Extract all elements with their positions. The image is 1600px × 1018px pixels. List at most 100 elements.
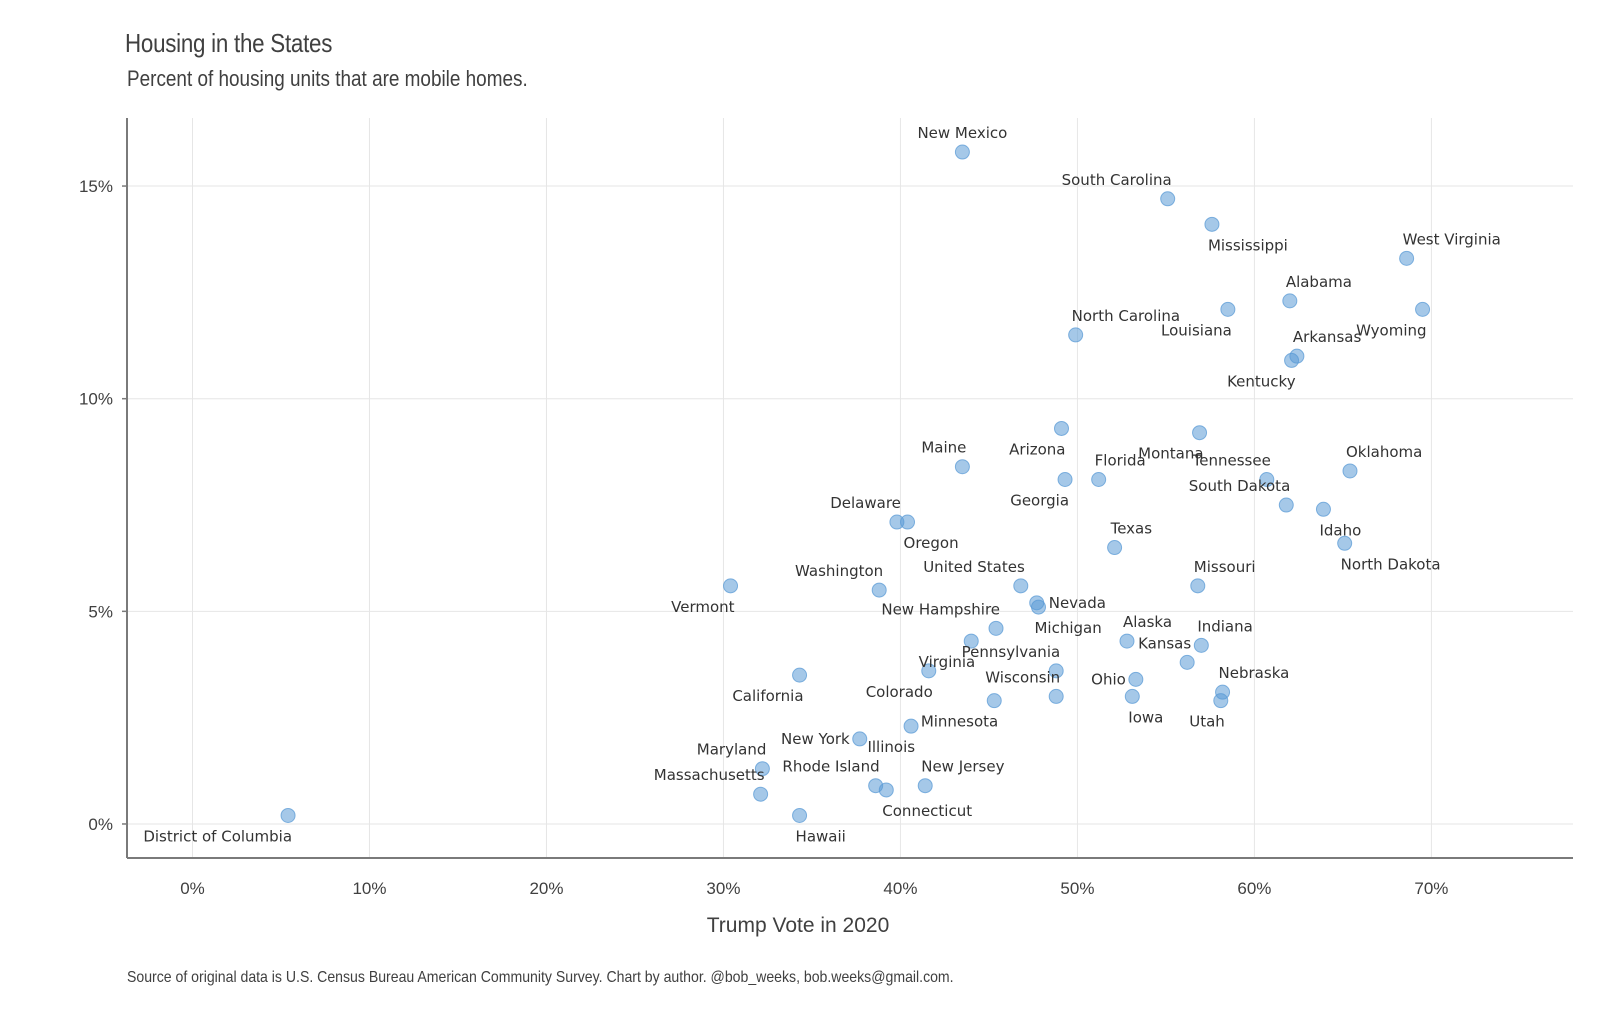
point-label: Georgia <box>1010 491 1069 509</box>
x-tick-label: 50% <box>1060 879 1094 898</box>
point-label: West Virginia <box>1403 230 1501 248</box>
point-label: Indiana <box>1197 617 1253 635</box>
data-point <box>954 459 970 475</box>
point-label: Arkansas <box>1293 328 1362 346</box>
data-point <box>753 786 769 802</box>
point-label: Nebraska <box>1219 664 1290 682</box>
data-point <box>988 620 1004 636</box>
point-label: Minnesota <box>921 713 998 731</box>
y-tick-label: 0% <box>88 815 113 834</box>
data-point <box>1190 578 1206 594</box>
point-label: Wisconsin <box>985 668 1060 686</box>
point-label: Idaho <box>1319 521 1361 539</box>
data-point <box>1315 501 1331 517</box>
data-point <box>1192 425 1208 441</box>
data-point <box>1128 671 1144 687</box>
data-point <box>878 782 894 798</box>
point-label: Delaware <box>830 494 901 512</box>
point-label: Virginia <box>919 653 976 671</box>
points-layer <box>280 144 1431 823</box>
data-point <box>1107 540 1123 556</box>
data-point <box>1204 216 1220 232</box>
x-tick-label: 60% <box>1237 879 1271 898</box>
data-point <box>1399 250 1415 266</box>
data-point <box>1284 352 1300 368</box>
point-label: Kansas <box>1138 634 1191 652</box>
chart-subtitle: Percent of housing units that are mobile… <box>127 66 528 91</box>
point-label: Utah <box>1189 713 1225 731</box>
x-tick-label: 40% <box>883 879 917 898</box>
data-point <box>963 633 979 649</box>
point-label: North Carolina <box>1072 307 1180 325</box>
point-label: United States <box>923 558 1025 576</box>
point-label: Colorado <box>866 683 933 701</box>
point-label: New Hampshire <box>881 600 1000 618</box>
point-label: Washington <box>795 562 883 580</box>
data-point <box>903 718 919 734</box>
data-point <box>754 761 770 777</box>
point-label: Hawaii <box>796 827 846 845</box>
point-label: New Jersey <box>921 758 1004 776</box>
source-caption: Source of original data is U.S. Census B… <box>127 969 954 986</box>
point-label: Massachusetts <box>654 766 765 784</box>
point-label: District of Columbia <box>143 827 292 845</box>
grid-layer <box>127 118 1573 858</box>
x-tick-label: 10% <box>352 879 386 898</box>
point-label: Alaska <box>1123 613 1172 631</box>
point-label: Alabama <box>1286 273 1352 291</box>
point-label: Rhode Island <box>782 758 879 776</box>
data-point <box>1030 599 1046 615</box>
data-point <box>1282 293 1298 309</box>
point-label: Ohio <box>1091 670 1126 688</box>
data-point <box>852 731 868 747</box>
point-label: New York <box>781 730 850 748</box>
x-tick-label: 70% <box>1414 879 1448 898</box>
data-point <box>1013 578 1029 594</box>
data-point <box>1278 497 1294 513</box>
point-label: South Dakota <box>1189 477 1291 495</box>
data-point <box>1068 327 1084 343</box>
data-point <box>1213 693 1229 709</box>
data-point <box>1193 637 1209 653</box>
axis-layer: 0% 5% 10% 15% 0% 10% 20% 30% 40% 50% 60% 70% Trump V… <box>79 118 1573 937</box>
point-label: Pennsylvania <box>962 643 1061 661</box>
point-label: California <box>732 687 803 705</box>
point-label: Maryland <box>697 741 767 759</box>
y-tick-label: 10% <box>79 390 113 409</box>
point-label: South Carolina <box>1062 171 1172 189</box>
data-point <box>1091 471 1107 487</box>
data-point <box>1119 633 1135 649</box>
point-label: Michigan <box>1034 619 1101 637</box>
data-point <box>792 807 808 823</box>
point-label: Oklahoma <box>1346 443 1422 461</box>
x-tick-label: 30% <box>706 879 740 898</box>
point-label: Nevada <box>1049 594 1106 612</box>
point-label: Vermont <box>671 598 735 616</box>
data-point <box>1342 463 1358 479</box>
x-tick-label: 20% <box>529 879 563 898</box>
data-point <box>280 807 296 823</box>
data-point <box>1415 301 1431 317</box>
point-label: Kentucky <box>1227 372 1296 390</box>
point-label: Iowa <box>1128 708 1163 726</box>
chart-title: Housing in the States <box>125 28 333 58</box>
point-labels-layer: New Mexico South Carolina Mississippi West … <box>143 124 1500 845</box>
point-label: Oregon <box>904 534 959 552</box>
x-axis-title: Trump Vote in 2020 <box>707 914 890 937</box>
data-point <box>1179 654 1195 670</box>
data-point <box>792 667 808 683</box>
data-point <box>986 693 1002 709</box>
point-label: Louisiana <box>1161 321 1232 339</box>
point-label: Wyoming <box>1356 321 1426 339</box>
point-label: Illinois <box>867 738 915 756</box>
data-point <box>723 578 739 594</box>
y-tick-label: 5% <box>88 602 113 621</box>
y-tick-label: 15% <box>79 177 113 196</box>
data-point <box>1124 688 1140 704</box>
data-point <box>1160 191 1176 207</box>
point-label: Arizona <box>1009 440 1065 458</box>
data-point <box>900 514 916 530</box>
point-label: Montana <box>1138 445 1203 463</box>
